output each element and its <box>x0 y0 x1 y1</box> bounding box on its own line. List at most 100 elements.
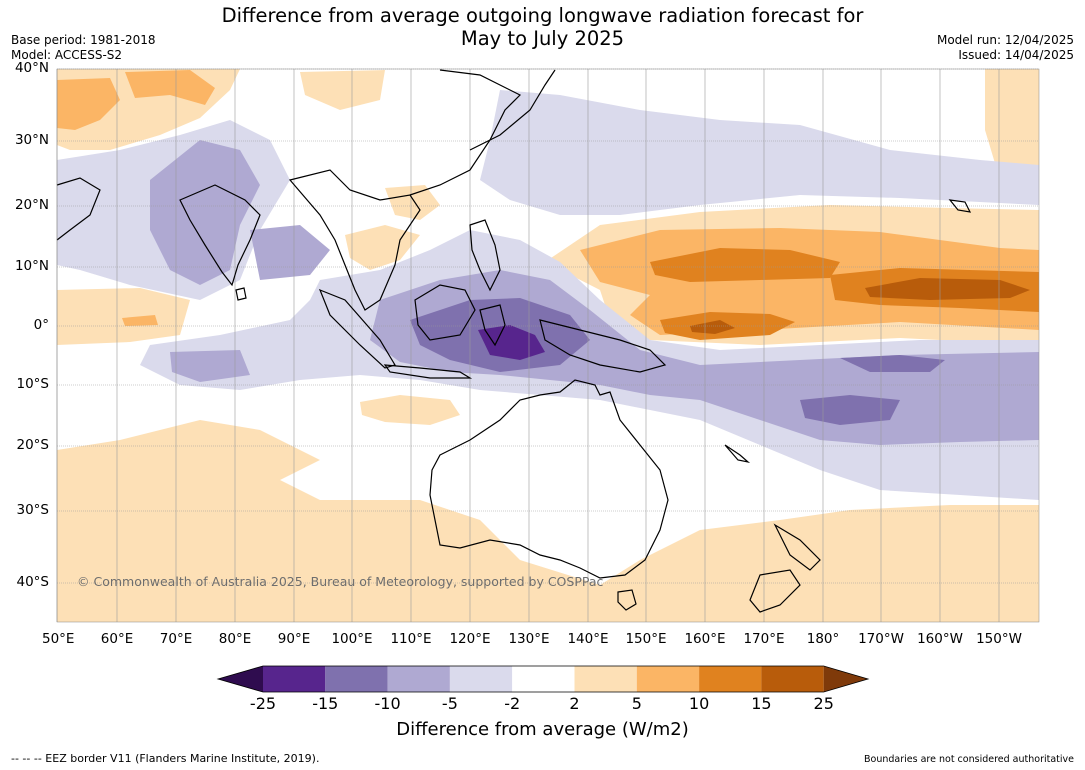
anomaly-region-west-indian-positive <box>57 288 190 345</box>
latitude-label: 20°N <box>14 197 49 213</box>
eez-border-note: -- -- -- EEZ border V11 (Flanders Marine… <box>11 752 320 765</box>
colorbar-tick-label: -2 <box>504 694 521 713</box>
colorbar-tick-label: 10 <box>688 694 710 713</box>
longitude-label: 90°E <box>277 631 311 647</box>
colorbar-swatch-3 <box>387 666 450 692</box>
longitude-label: 150°E <box>625 631 667 647</box>
run-info: Model run: 12/04/2025 Issued: 14/04/2025 <box>937 33 1074 63</box>
colorbar-swatch-2 <box>325 666 388 692</box>
anomaly-region-indian-ocean-mid-negative <box>170 350 250 382</box>
colorbar-swatch-4 <box>449 666 513 692</box>
map-title: Difference from average outgoing longwav… <box>0 4 1085 50</box>
colorbar-swatch-9 <box>761 666 824 692</box>
anomaly-field <box>57 69 1039 622</box>
latitude-label: 30°S <box>16 502 50 518</box>
map-frame <box>56 68 1040 623</box>
anomaly-region-pacific-east-core <box>865 278 1030 300</box>
latitude-label: 40°S <box>16 574 50 590</box>
coast-srilanka <box>235 287 247 301</box>
colorbar-swatch-5 <box>512 666 575 692</box>
longitude-label: 170°W <box>858 631 904 647</box>
colorbar-swatch-7 <box>636 666 700 692</box>
longitude-label: 140°E <box>567 631 609 647</box>
latitude-label: 40°N <box>14 60 49 76</box>
coast-borneo <box>414 284 476 341</box>
colorbar-swatch-6 <box>574 666 637 692</box>
longitude-label: 100°E <box>331 631 373 647</box>
coast-sumatra <box>318 288 396 369</box>
latitude-label: 30°N <box>14 132 49 148</box>
coast-new-caledonia <box>724 444 751 464</box>
anomaly-region-maritime-core-negative <box>478 325 545 360</box>
coast-australia <box>429 379 669 579</box>
anomaly-region-west-indian-spot <box>122 315 158 326</box>
anomaly-region-se-asia-positive <box>345 225 420 270</box>
anomaly-region-north-pacific-negative <box>480 90 1039 215</box>
coast-java <box>383 364 473 379</box>
latitude-label: 20°S <box>16 437 50 453</box>
anomaly-region-pacific-north-strong <box>650 248 840 282</box>
coastlines <box>56 69 972 613</box>
longitude-label: 160°W <box>917 631 963 647</box>
boundary-disclaimer: Boundaries are not considered authoritat… <box>864 754 1074 765</box>
coast-china-east <box>409 69 522 196</box>
model-name: Model: ACCESS-S2 <box>11 48 123 62</box>
anomaly-region-south-indian-positive <box>360 395 460 425</box>
colorbar-tick-label: -25 <box>249 694 277 713</box>
longitude-label: 170°E <box>743 631 785 647</box>
anomaly-region-japan-positive <box>300 70 385 110</box>
colorbar-tick-label: 5 <box>631 694 642 713</box>
coast-philippines <box>469 219 501 292</box>
latitude-label: 10°N <box>14 258 49 274</box>
colorbar-swatch-8 <box>699 666 762 692</box>
longitude-label: 120°E <box>449 631 491 647</box>
coast-india <box>179 184 261 287</box>
longitude-label: 70°E <box>159 631 193 647</box>
coast-japan <box>469 69 556 151</box>
copyright-notice: © Commonwealth of Australia 2025, Bureau… <box>77 574 604 589</box>
base-period: Base period: 1981-2018 <box>11 33 156 47</box>
anomaly-region-arabia-positive <box>57 78 120 130</box>
colorbar-extend-low <box>218 666 263 692</box>
anomaly-region-coral-sea-negative <box>800 395 900 425</box>
anomaly-region-tibet-positive <box>125 70 215 105</box>
coast-new-zealand-south <box>749 569 801 613</box>
anomaly-region-india-mid-negative <box>150 140 260 285</box>
longitude-label: 130°E <box>508 631 550 647</box>
anomaly-region-pacific-south-negative <box>840 355 945 372</box>
anomaly-region-pacific-ne-positive <box>985 69 1039 190</box>
colorbar-extend-high <box>823 666 868 692</box>
colorbar-tick-label: -15 <box>312 694 339 713</box>
colorbar-tick-label: -10 <box>374 694 401 713</box>
colorbar <box>216 665 870 693</box>
anomaly-region-south-outer-positive <box>57 420 1039 622</box>
colorbar-tick-label: 15 <box>751 694 772 713</box>
map-title-line2: May to July 2025 <box>460 27 625 50</box>
map-title-line1: Difference from average outgoing longwav… <box>221 4 864 27</box>
longitude-label: 50°E <box>42 631 75 647</box>
coast-new-guinea <box>539 319 667 373</box>
colorbar-tick-label: -5 <box>441 694 458 713</box>
longitude-label: 110°E <box>390 631 432 647</box>
latitude-label: 10°S <box>16 376 50 392</box>
anomaly-region-equator-core <box>690 320 735 334</box>
coast-arabia <box>56 177 101 241</box>
issued-date: Issued: 14/04/2025 <box>958 48 1074 62</box>
anomaly-region-bay-negative <box>250 225 330 280</box>
colorbar-tick-label: 25 <box>813 694 834 713</box>
coast-new-zealand-north <box>773 523 821 571</box>
longitude-label: 160°E <box>684 631 726 647</box>
coast-se-asia <box>288 169 421 311</box>
colorbar-swatch-1 <box>263 666 326 692</box>
longitude-label: 80°E <box>218 631 252 647</box>
coast-hawaii <box>948 199 972 213</box>
colorbar-outline <box>216 665 870 693</box>
longitude-label: 60°E <box>100 631 134 647</box>
colorbar-title: Difference from average (W/m2) <box>396 719 689 740</box>
model-info: Base period: 1981-2018 Model: ACCESS-S2 <box>11 33 156 63</box>
coast-sulawesi <box>479 304 506 347</box>
anomaly-region-china-positive <box>385 185 440 220</box>
model-run-date: Model run: 12/04/2025 <box>936 33 1074 47</box>
longitude-label: 150°W <box>976 631 1022 647</box>
